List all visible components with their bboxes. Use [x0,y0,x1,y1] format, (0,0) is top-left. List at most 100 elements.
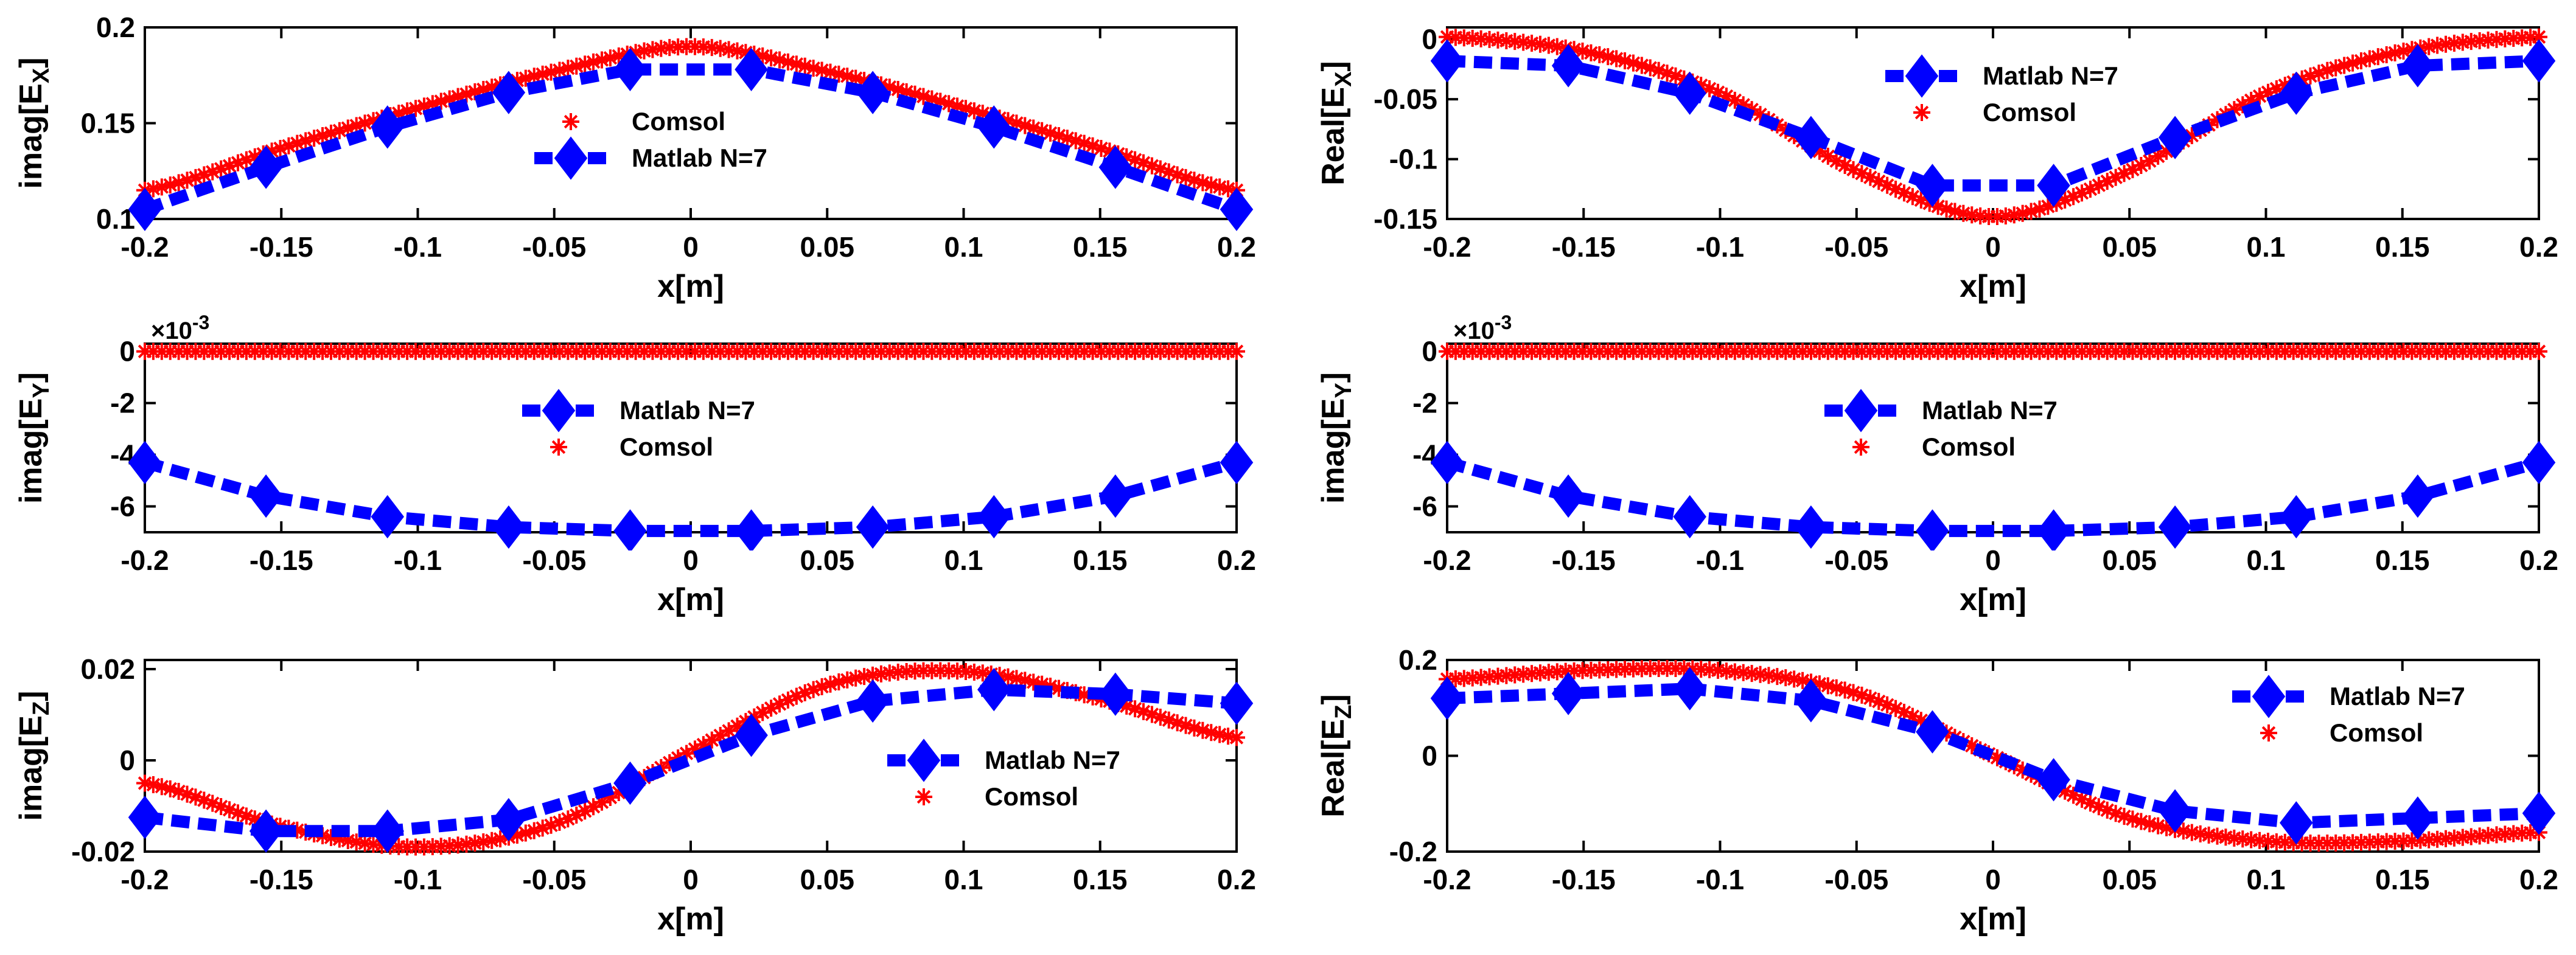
comsol-point [1726,91,1744,109]
matlab-point [1673,71,1706,115]
matlab-point [249,809,283,853]
comsol-point [212,797,230,815]
comsol-point [466,83,484,100]
comsol-point [399,102,416,120]
comsol-point [787,55,805,73]
x-tick-label: 0.15 [2375,231,2430,263]
comsol-point [1126,151,1144,168]
matlab-point [735,47,768,91]
matlab-point [1794,116,1828,159]
comsol-point [339,119,357,137]
comsol-point [720,41,738,58]
comsol-point [458,85,475,103]
x-tick-label: 0.15 [1073,864,1128,895]
chart-imag-ez: -0.2 -0.15 -0.1 -0.05 0 0.05 0.1 0.15 0.2 0.02 0 -0… [13,653,1256,937]
legend-comsol-marker [1852,439,1869,456]
comsol-point [542,63,560,81]
series-matlab [128,668,1254,853]
comsol-point [1042,124,1059,142]
comsol-point [1988,749,2006,766]
matlab-point [1220,681,1254,725]
matlab-point [856,505,890,549]
comsol-point [475,833,492,851]
x-tick-label: 0.1 [944,544,983,576]
comsol-point [1050,127,1067,145]
comsol-point [2014,761,2031,779]
matlab-point [2037,509,2070,550]
comsol-point [1228,729,1245,746]
comsol-point [1033,675,1051,693]
matlab-point [371,809,404,853]
comsol-point [771,695,789,713]
comsol-point [1160,163,1178,181]
x-tick-label: 0.2 [2519,544,2558,576]
comsol-point [2132,157,2150,175]
comsol-point [136,774,153,792]
comsol-point [847,669,865,687]
comsol-point [932,92,949,110]
comsol-point [271,139,289,157]
comsol-point [1658,64,1676,82]
comsol-point [1709,83,1727,101]
comsol-point [356,114,374,132]
matlab-point [1430,676,1464,720]
legend: Comsol Matlab N=7 [534,107,767,180]
comsol-point [1955,204,1972,222]
comsol-point [1574,43,1591,60]
y-tick-label: -0.05 [1374,83,1437,115]
comsol-point [195,166,213,184]
comsol-point [1202,176,1220,194]
comsol-point [212,160,230,178]
x-tick-label: 0 [683,544,699,576]
comsol-point [347,833,365,851]
comsol-point [1058,130,1076,147]
series-comsol [1439,28,2547,225]
comsol-point [1126,700,1144,718]
comsol-point [2115,808,2133,825]
series-group [1430,659,2556,852]
comsol-point [1025,119,1042,137]
matlab-point [1098,672,1133,716]
matlab-point [735,714,768,757]
matlab-point [1916,509,1949,550]
matlab-point [2401,44,2435,88]
legend-comsol-marker [550,439,567,456]
chart-real-ez: -0.2 -0.15 -0.1 -0.05 0 0.05 0.1 0.15 0.2 0.2 0 -0.… [1316,644,2558,937]
matlab-point [2401,796,2435,840]
matlab-point [977,105,1011,149]
x-tick-label: -0.2 [120,231,169,263]
comsol-point [1895,184,1913,202]
comsol-point [576,55,594,73]
legend: Matlab N=7 Comsol [522,389,755,461]
comsol-point [601,49,619,67]
series-group [128,38,1254,231]
x-axis-label: x[m] [657,901,724,937]
comsol-point [949,97,966,115]
matlab-point [2158,505,2192,549]
comsol-point [1143,157,1161,175]
comsol-point [796,684,814,701]
comsol-point [2031,200,2048,218]
matlab-line [1447,682,2539,829]
comsol-point [2403,41,2421,58]
x-tick-label: 0.1 [2247,231,2286,263]
legend-label-matlab: Matlab N=7 [1983,61,2118,90]
comsol-point [822,63,839,81]
matlab-point [613,761,647,805]
comsol-point [492,830,509,848]
x-tick-label: 0.1 [2247,864,2286,895]
comsol-point [2073,184,2091,202]
x-tick-label: -0.1 [1696,544,1744,576]
comsol-point [889,80,907,98]
y-axis-label: imag[EX] [13,57,54,189]
comsol-point [787,687,805,705]
comsol-point [1734,96,1752,114]
comsol-point [407,100,425,117]
comsol-point [204,163,222,181]
x-tick-label: 0 [1985,231,2001,263]
matlab-point [1916,710,1949,754]
comsol-point [1912,191,1930,209]
comsol-point [1211,726,1229,743]
matlab-point [1220,440,1254,484]
matlab-point [977,495,1011,539]
